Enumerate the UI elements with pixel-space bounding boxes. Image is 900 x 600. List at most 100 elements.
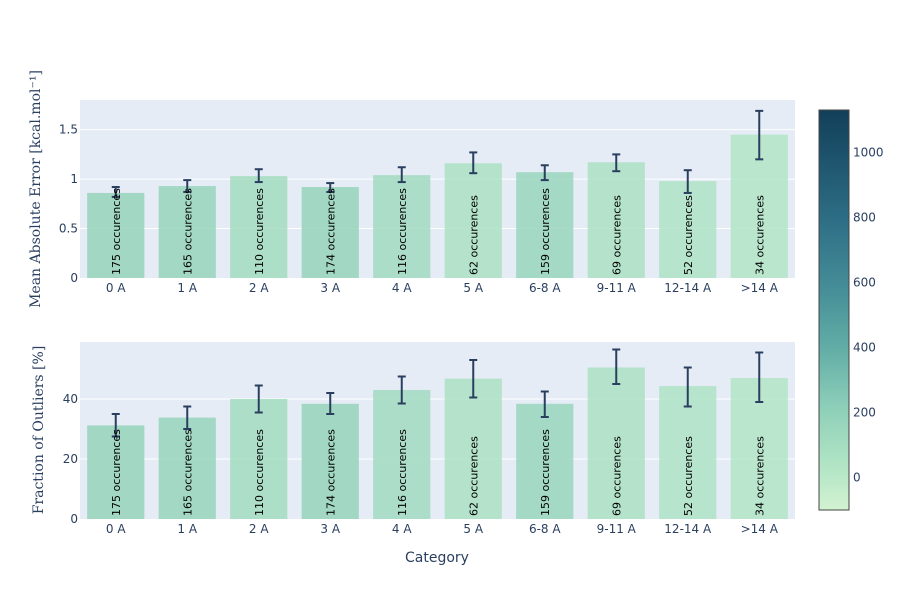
mae-bar-label: 52 occurences xyxy=(682,195,695,275)
mae-y-tick-label: 1 xyxy=(70,172,78,186)
outliers-error-bar xyxy=(326,392,335,415)
outliers-bar xyxy=(444,378,502,519)
mae-error-bar xyxy=(397,166,406,184)
outliers-bar-label: 165 occurences xyxy=(181,429,194,516)
mae-bar xyxy=(230,176,288,278)
mae-y-tick-label: 0 xyxy=(70,271,78,285)
mae-x-ticks: 0 A 1 A 2 A 3 A 4 A 5 A 6-8 A 9-11 A 12-14 A >14 … xyxy=(106,281,779,295)
outliers-error-bar xyxy=(469,359,478,399)
mae-bar-label: 174 occurences xyxy=(324,188,337,275)
outliers-bar xyxy=(373,390,431,519)
mae-error-bar xyxy=(183,179,192,193)
outliers-y-ticks: 0 20 40 xyxy=(63,392,78,526)
outliers-y-tick-label: 40 xyxy=(63,392,78,406)
mae-error-bar xyxy=(683,169,692,194)
mae-y-tick-label: 1.5 xyxy=(59,123,78,137)
outliers-bar-label: 110 occurences xyxy=(253,429,266,516)
outliers-bar-label: 52 occurences xyxy=(682,436,695,516)
mae-error-bar xyxy=(326,182,335,193)
outliers-panel: 175 occurences 165 occurences 110 occurenc… xyxy=(31,342,795,566)
colorbar-tick-label: 800 xyxy=(853,210,876,224)
outliers-x-tick-label: 0 A xyxy=(106,522,126,536)
outliers-bar xyxy=(516,403,574,519)
mae-bar-label: 69 occurences xyxy=(610,195,623,275)
mae-x-tick-label: 9-11 A xyxy=(597,281,637,295)
outliers-bar-label: 175 occurences xyxy=(110,429,123,516)
colorbar-tick-label: 600 xyxy=(853,275,876,289)
mae-bar-label: 34 occurences xyxy=(753,195,766,275)
mae-error-bar xyxy=(540,164,549,182)
colorbar: 0 200 400 600 800 1000 xyxy=(818,109,884,511)
outliers-bar-label: 174 occurences xyxy=(324,429,337,516)
outliers-y-axis-title: Fraction of Outliers [%] xyxy=(31,346,47,515)
outliers-error-bar xyxy=(540,390,549,418)
outliers-error-bar xyxy=(397,375,406,405)
mae-bar xyxy=(158,186,216,278)
outliers-bar xyxy=(301,403,359,519)
mae-bar xyxy=(444,163,502,278)
outliers-bar-label: 69 occurences xyxy=(610,436,623,516)
mae-bar-label: 159 occurences xyxy=(539,188,552,275)
outliers-error-bar xyxy=(254,384,263,414)
mae-x-tick-label: 3 A xyxy=(320,281,340,295)
mae-error-bar xyxy=(469,151,478,175)
mae-x-tick-label: 6-8 A xyxy=(529,281,561,295)
outliers-bar xyxy=(158,417,216,519)
mae-y-axis-title: Mean Absolute Error [kcal.mol⁻¹] xyxy=(28,70,44,308)
x-axis-title: Category xyxy=(405,550,469,566)
mae-panel: 175 occurences 165 occurences 110 occurenc… xyxy=(28,70,795,308)
outliers-bar xyxy=(230,399,288,519)
outliers-x-tick-label: 6-8 A xyxy=(529,522,561,536)
mae-error-bars xyxy=(111,109,764,198)
mae-x-tick-label: 5 A xyxy=(463,281,483,295)
outliers-bar-label: 159 occurences xyxy=(539,429,552,516)
outliers-bar xyxy=(587,367,645,519)
outliers-bar-label: 62 occurences xyxy=(467,436,480,516)
mae-bar xyxy=(373,175,431,278)
mae-bar-labels: 175 occurences 165 occurences 110 occurenc… xyxy=(110,188,767,275)
outliers-y-tick-label: 0 xyxy=(70,512,78,526)
outliers-x-tick-label: 12-14 A xyxy=(664,522,712,536)
mae-error-bar xyxy=(755,109,764,161)
outliers-bar-label: 116 occurences xyxy=(396,429,409,516)
mae-bar xyxy=(301,187,359,278)
colorbar-ticks: 0 200 400 600 800 1000 xyxy=(853,145,884,484)
colorbar-gradient xyxy=(818,109,850,511)
outliers-y-tick-label: 20 xyxy=(63,452,78,466)
mae-x-tick-label: 4 A xyxy=(392,281,412,295)
outliers-bar xyxy=(659,386,717,519)
mae-bar-label: 175 occurences xyxy=(110,188,123,275)
outliers-error-bar xyxy=(111,413,120,438)
colorbar-tick-label: 1000 xyxy=(853,145,884,159)
colorbar-tick-label: 200 xyxy=(853,405,876,419)
outliers-x-tick-label: 3 A xyxy=(320,522,340,536)
mae-x-tick-label: 2 A xyxy=(249,281,269,295)
outliers-error-bar xyxy=(612,348,621,385)
colorbar-tick-label: 400 xyxy=(853,340,876,354)
outliers-x-tick-label: >14 A xyxy=(741,522,779,536)
mae-x-tick-label: 1 A xyxy=(177,281,197,295)
mae-x-tick-label: 0 A xyxy=(106,281,126,295)
outliers-error-bar xyxy=(755,351,764,403)
mae-bar xyxy=(87,192,145,278)
mae-bar xyxy=(587,162,645,278)
outliers-error-bar xyxy=(683,366,692,408)
mae-x-tick-label: >14 A xyxy=(741,281,779,295)
mae-error-bar xyxy=(254,168,263,184)
mae-bar xyxy=(659,181,717,278)
mae-bars xyxy=(87,134,788,278)
mae-bar-label: 116 occurences xyxy=(396,188,409,275)
outliers-bar-label: 34 occurences xyxy=(753,436,766,516)
outliers-x-tick-label: 5 A xyxy=(463,522,483,536)
mae-bar-label: 165 occurences xyxy=(181,188,194,275)
mae-y-tick-label: 0.5 xyxy=(59,222,78,236)
mae-bar-label: 110 occurences xyxy=(253,188,266,275)
outliers-x-tick-label: 4 A xyxy=(392,522,412,536)
outliers-bar-labels: 175 occurences 165 occurences 110 occurenc… xyxy=(110,429,767,516)
mae-y-ticks: 0 0.5 1 1.5 xyxy=(59,123,78,285)
outliers-error-bars xyxy=(111,348,764,438)
mae-bar xyxy=(516,172,574,278)
mae-bar-label: 62 occurences xyxy=(467,195,480,275)
outliers-x-ticks: 0 A 1 A 2 A 3 A 4 A 5 A 6-8 A 9-11 A 12-14 A >14 … xyxy=(106,522,779,536)
